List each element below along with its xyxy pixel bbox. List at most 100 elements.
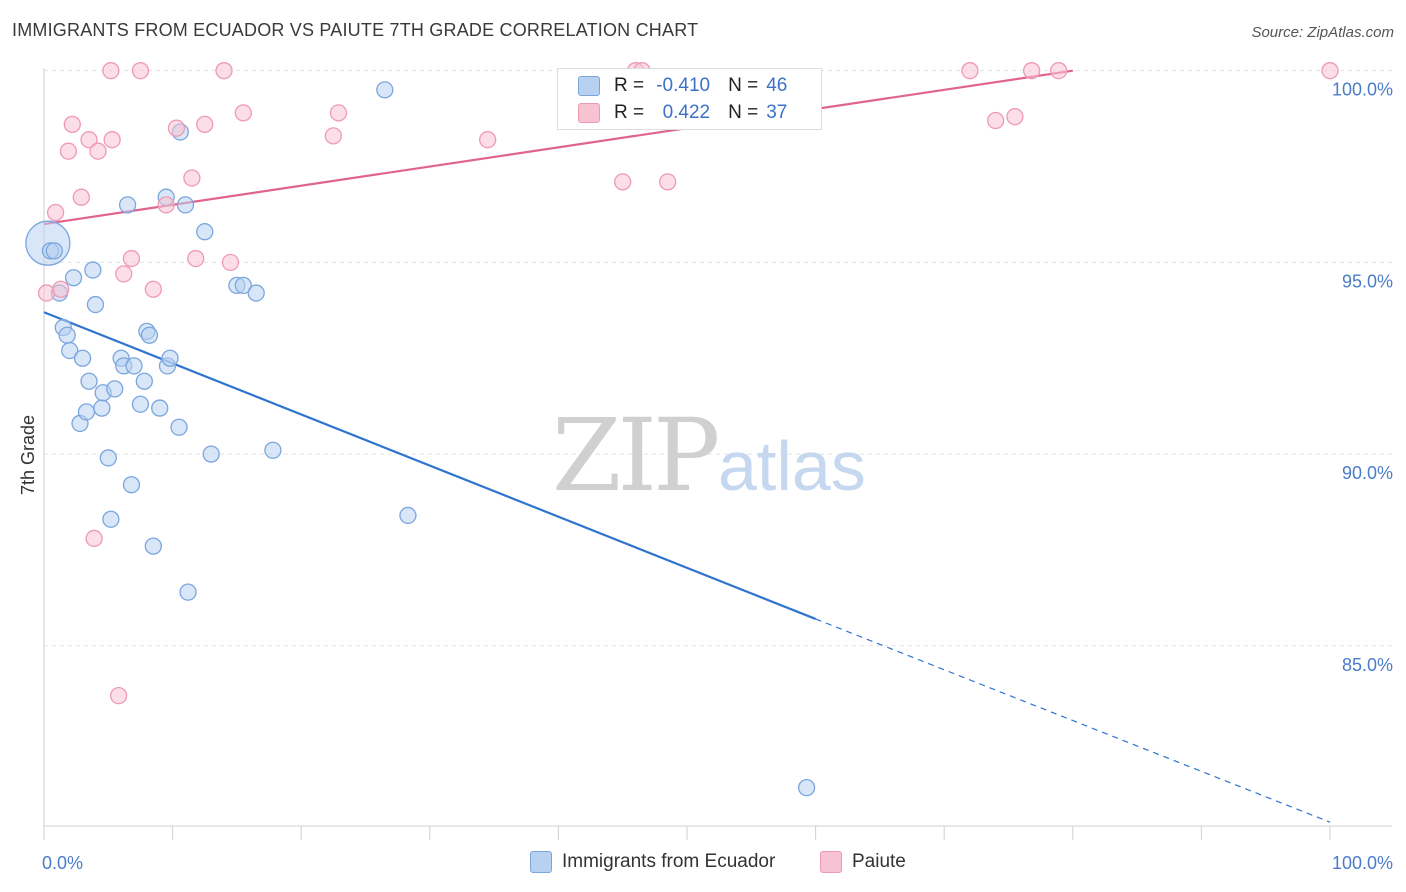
point-paiute <box>187 249 205 268</box>
y-tick-label: 95.0% <box>1342 271 1393 291</box>
point-paiute <box>1321 62 1339 80</box>
point-ecuador <box>170 418 188 436</box>
point-ecuador <box>125 357 143 375</box>
point-ecuador <box>234 276 252 295</box>
point-ecuador <box>93 399 111 417</box>
watermark: ZIP atlas <box>552 397 866 514</box>
legend-label-ecuador: Immigrants from Ecuador <box>562 851 776 872</box>
point-paiute <box>131 62 150 80</box>
legend-r-value: 0.422 <box>662 102 711 123</box>
point-paiute <box>1022 62 1041 80</box>
point-paiute <box>157 196 175 214</box>
point-ecuador <box>131 395 150 413</box>
watermark-atlas: atlas <box>718 427 866 505</box>
legend-item-paiute[interactable]: Paiute <box>820 851 906 873</box>
legend-label-paiute: Paiute <box>852 851 906 872</box>
point-ecuador <box>176 196 195 214</box>
point-ecuador <box>102 510 120 528</box>
point-paiute <box>215 62 233 80</box>
legend-swatch-pink <box>578 103 600 123</box>
point-ecuador <box>84 261 102 279</box>
legend-r-label: R = <box>614 102 645 123</box>
point-paiute <box>103 131 121 149</box>
point-paiute <box>1006 108 1024 126</box>
point-paiute <box>122 249 141 268</box>
trend-line-ecuador-extension <box>815 618 1331 823</box>
point-paiute <box>37 284 56 302</box>
point-paiute <box>102 62 120 80</box>
axes <box>43 68 1392 840</box>
point-paiute <box>961 62 979 80</box>
point-ecuador <box>106 380 124 398</box>
point-ecuador <box>77 403 96 421</box>
point-paiute <box>183 169 201 187</box>
point-paiute <box>72 188 90 206</box>
legend-n-value: 37 <box>766 102 788 123</box>
point-paiute <box>479 131 497 149</box>
point-ecuador <box>399 506 417 525</box>
legend-item-ecuador[interactable]: Immigrants from Ecuador <box>530 851 775 873</box>
y-tick-label: 100.0% <box>1332 80 1393 100</box>
y-tick-label: 85.0% <box>1342 655 1393 675</box>
point-ecuador <box>151 399 169 417</box>
point-paiute <box>109 686 128 705</box>
point-ecuador <box>376 81 394 99</box>
point-ecuador <box>122 476 141 494</box>
legend-swatch-blue <box>578 76 600 96</box>
point-ecuador <box>80 372 98 390</box>
y-tick-label: 90.0% <box>1342 463 1393 483</box>
point-ecuador <box>58 326 76 344</box>
point-paiute <box>59 142 78 160</box>
point-ecuador <box>264 441 282 459</box>
point-paiute <box>329 104 348 122</box>
point-paiute <box>46 203 65 222</box>
point-ecuador <box>73 349 92 367</box>
point-paiute <box>1050 62 1068 80</box>
point-ecuador <box>179 583 197 601</box>
stats-legend: R = -0.410 N = 46 R = 0.422 N = 37 <box>557 68 822 130</box>
legend-r-label: R = <box>614 75 645 96</box>
point-ecuador <box>247 284 265 302</box>
point-paiute <box>986 111 1005 130</box>
tick-labels: 100.0% 95.0% 90.0% 85.0% 0.0% 100.0% <box>42 80 1393 873</box>
point-paiute <box>234 104 252 122</box>
legend-n-label: N = <box>728 75 759 96</box>
point-paiute <box>115 265 133 283</box>
point-paiute <box>85 529 103 548</box>
point-ecuador <box>144 537 162 555</box>
point-ecuador <box>118 196 137 214</box>
point-ecuador <box>45 242 63 260</box>
point-ecuador <box>196 223 214 241</box>
x-tick-label: 0.0% <box>42 853 83 873</box>
point-paiute <box>324 127 343 145</box>
y-axis-title: 7th Grade <box>18 415 38 495</box>
point-paiute <box>52 280 70 298</box>
trend-line-paiute <box>43 69 1073 226</box>
point-paiute <box>63 115 81 134</box>
series-legend: Immigrants from Ecuador Paiute <box>0 851 1406 879</box>
point-ecuador <box>64 269 83 287</box>
point-ecuador <box>99 449 117 467</box>
grid-lines <box>44 70 1392 647</box>
legend-row-ecuador: R = -0.410 N = 46 <box>558 73 805 99</box>
point-ecuador <box>135 372 153 390</box>
point-paiute <box>89 142 107 160</box>
point-ecuador <box>86 295 105 314</box>
legend-swatch-blue <box>530 851 552 873</box>
legend-swatch-pink <box>820 851 842 873</box>
point-paiute <box>80 131 98 149</box>
point-ecuador <box>61 341 79 360</box>
data-points <box>25 62 1339 797</box>
point-paiute <box>614 173 632 191</box>
point-paiute <box>144 280 162 298</box>
point-ecuador <box>140 326 159 344</box>
point-paiute <box>167 119 186 137</box>
legend-r-value: -0.410 <box>656 75 711 96</box>
legend-n-value: 46 <box>766 75 788 96</box>
source-credit: Source: ZipAtlas.com <box>1251 24 1394 41</box>
point-ecuador <box>797 779 816 797</box>
x-tick-label: 100.0% <box>1332 853 1393 873</box>
point-paiute <box>221 253 240 272</box>
point-ecuador <box>202 445 220 463</box>
